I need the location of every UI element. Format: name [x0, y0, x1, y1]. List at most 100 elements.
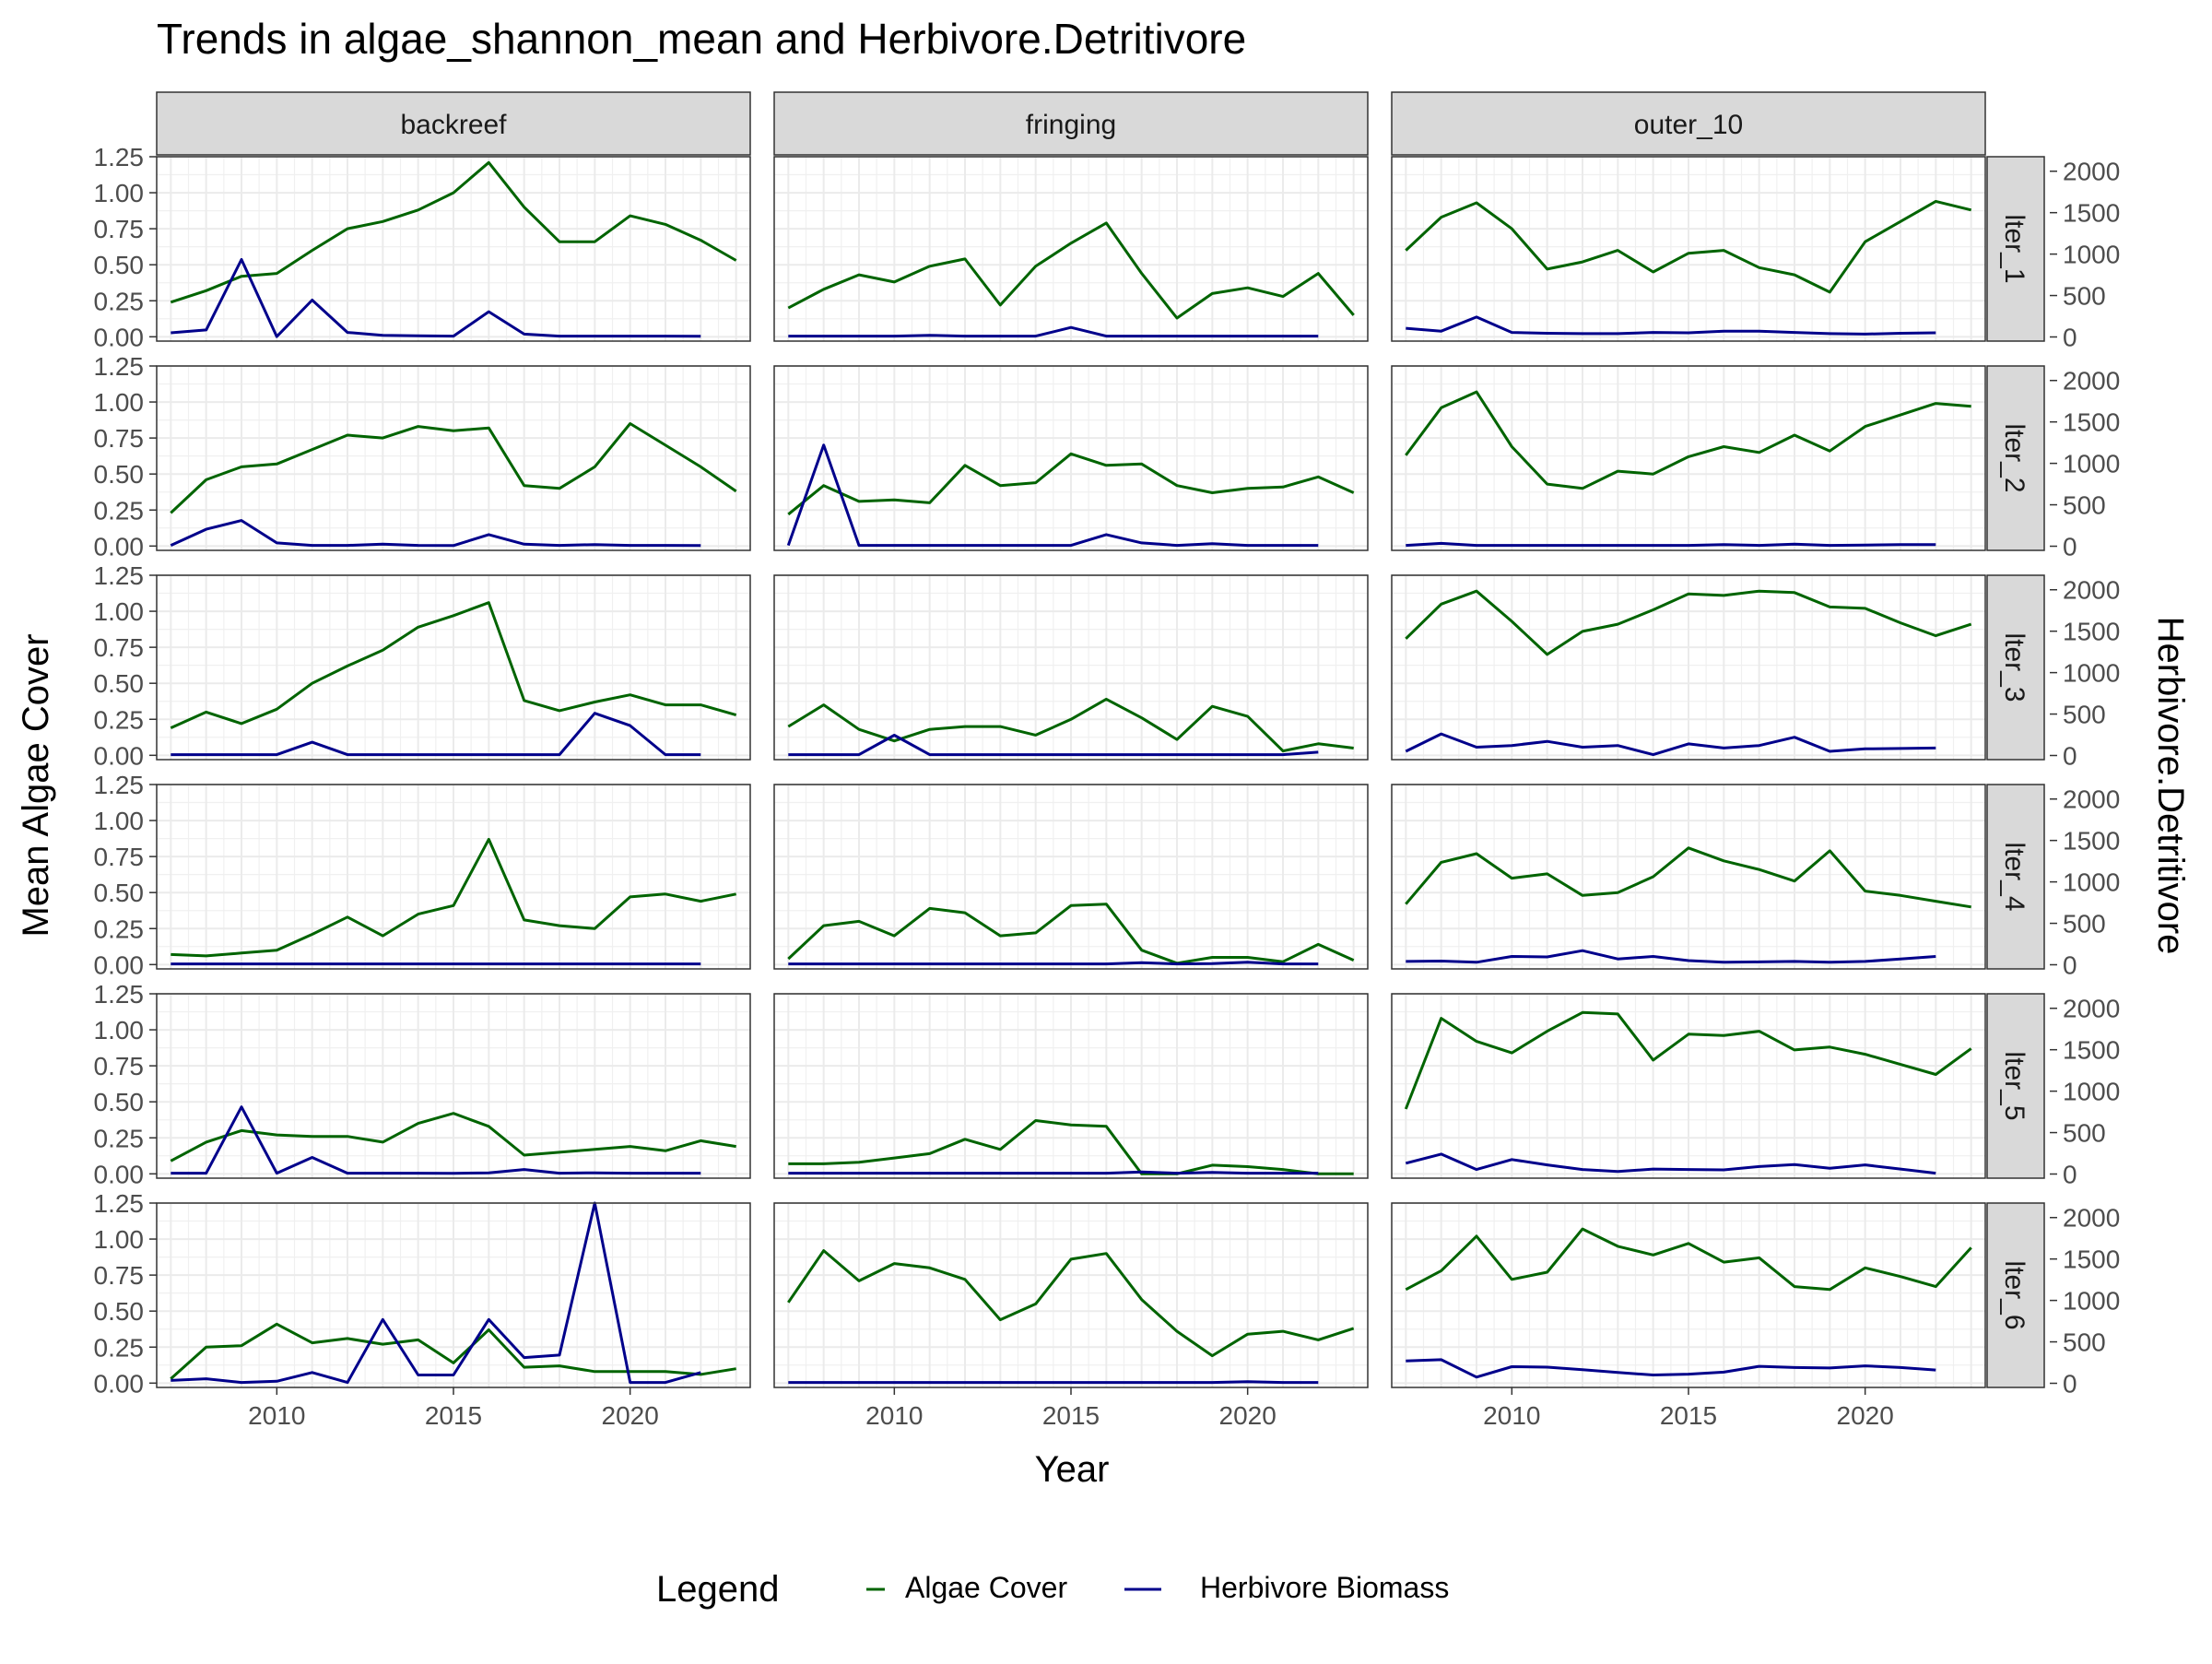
series-line-algae-cover [1405, 589, 1972, 656]
y2-tick-label: 1500 [2063, 618, 2120, 646]
y2-tick-label: 1000 [2063, 1078, 2120, 1106]
panel-border [1391, 993, 1986, 1179]
x-tick-label: 2015 [1042, 1401, 1100, 1430]
panel-fringing-lter_1 [773, 156, 1369, 342]
series-line-herbivore-biomass [788, 1170, 1319, 1175]
series-line-herbivore-biomass [1405, 732, 1936, 757]
series-line-algae-cover [1405, 846, 1971, 909]
y2-tick-label: 1000 [2063, 241, 2120, 269]
y2-tick-label: 500 [2063, 1328, 2106, 1357]
series-line-herbivore-biomass [171, 712, 701, 757]
y2-tick-label: 0 [2063, 533, 2077, 561]
y2-tick-label: 500 [2063, 491, 2106, 520]
row-strip-label-lter_4: lter_4 [1999, 842, 2030, 911]
row-strip-lter_5 [1986, 993, 2045, 1179]
y2-tick-label: 1000 [2063, 450, 2120, 478]
series-line-herbivore-biomass [170, 519, 701, 548]
x-axis-title: Year [1035, 1449, 1110, 1490]
series-line-algae-cover [170, 1322, 736, 1380]
panel-border [773, 993, 1369, 1179]
row-strip-lter_6 [1986, 1202, 2045, 1388]
y2-tick-label: 0 [2063, 324, 2077, 352]
y-tick-label: 1.25 [94, 980, 145, 1009]
y-tick-label: 0.25 [94, 496, 145, 525]
series-line-herbivore-biomass [171, 1105, 701, 1175]
y-tick-label: 0.00 [94, 1160, 145, 1188]
panel-border [1391, 784, 1986, 970]
y-tick-label: 1.25 [94, 352, 145, 381]
series-line-algae-cover [787, 697, 1354, 753]
y-tick-label: 1.00 [94, 1225, 145, 1254]
y-tick-label: 0.50 [94, 879, 145, 907]
panel-fringing-lter_6: 2010 2015 2020 [773, 1202, 1369, 1430]
y-tick-label: 0.00 [94, 1369, 145, 1398]
y2-tick-label: 2000 [2063, 158, 2120, 186]
y-tick-label: 0.50 [94, 251, 145, 279]
y-tick-label: 0.75 [94, 1261, 145, 1290]
y-axis-title: Mean Algae Cover [16, 633, 56, 937]
panel-border [1391, 365, 1986, 551]
panel-border [156, 365, 751, 551]
series-line-herbivore-biomass [788, 961, 1319, 966]
panel-outer_10-lter_2: 0 500 1000 1500 2000 [1391, 365, 2120, 561]
panel-border [773, 365, 1369, 551]
series-line-herbivore-biomass [1405, 1152, 1936, 1175]
y2-tick-label: 0 [2063, 1161, 2077, 1189]
x-tick-label: 2010 [865, 1401, 923, 1430]
chart-title: Trends in algae_shannon_mean and Herbivo… [157, 15, 1246, 63]
row-strip-label-lter_2: lter_2 [1999, 423, 2030, 492]
series-line-algae-cover [170, 422, 737, 514]
y2-tick-label: 2000 [2063, 576, 2120, 605]
series-line-algae-cover [170, 1112, 736, 1162]
panel-outer_10-lter_1: 0 500 1000 1500 2000 [1391, 156, 2120, 352]
y2-tick-label: 2000 [2063, 785, 2120, 814]
legend-title: Legend [656, 1569, 779, 1610]
y-tick-label: 0.50 [94, 669, 145, 698]
panel-outer_10-lter_4: 0 500 1000 1500 2000 [1391, 784, 2120, 980]
y-tick-label: 1.00 [94, 1016, 145, 1044]
series-line-algae-cover [171, 837, 736, 958]
y-tick-label: 0.50 [94, 460, 145, 489]
legend-label-algae-cover: Algae Cover [905, 1571, 1067, 1604]
x-tick-label: 2010 [248, 1401, 305, 1430]
panel-fringing-lter_3 [773, 574, 1369, 761]
series-line-algae-cover [788, 1119, 1354, 1175]
y2-tick-label: 1500 [2063, 408, 2120, 437]
series-line-herbivore-biomass [788, 325, 1319, 338]
panel-backreef-lter_1: 0.00 0.25 0.50 0.75 1.00 1.25 [94, 143, 751, 351]
series-line-algae-cover [1405, 1227, 1972, 1292]
series-line-algae-cover [1405, 390, 1971, 490]
row-strip-label-lter_3: lter_3 [1999, 632, 2030, 702]
panel-backreef-lter_4: 0.00 0.25 0.50 0.75 1.00 1.25 [94, 771, 751, 979]
y-tick-label: 1.25 [94, 561, 145, 590]
series-line-algae-cover [787, 221, 1355, 320]
panel-backreef-lter_3: 0.00 0.25 0.50 0.75 1.00 1.25 [94, 561, 751, 770]
panel-fringing-lter_5 [773, 993, 1369, 1179]
row-strip-label-lter_5: lter_5 [1999, 1051, 2030, 1120]
y-tick-label: 0.25 [94, 287, 145, 315]
panel-border [773, 156, 1369, 342]
y-tick-label: 0.75 [94, 633, 145, 662]
y-tick-label: 0.75 [94, 843, 145, 871]
facet-strip-outer_10 [1391, 91, 1986, 156]
row-strip-lter_2 [1986, 365, 2045, 551]
series-line-herbivore-biomass [171, 258, 701, 338]
series-line-herbivore-biomass [1406, 949, 1936, 964]
facet-strip-label-fringing: fringing [1026, 110, 1116, 140]
y2-tick-label: 500 [2063, 1119, 2106, 1148]
series-line-algae-cover [1405, 199, 1972, 294]
y-tick-label: 0.25 [94, 1124, 145, 1152]
y2-tick-label: 1500 [2063, 1036, 2120, 1065]
series-line-algae-cover [787, 452, 1355, 516]
y2-tick-label: 1000 [2063, 1287, 2120, 1316]
y-tick-label: 0.00 [94, 323, 145, 351]
panel-backreef-lter_6: 0.00 0.25 0.50 0.75 1.00 1.25 2010 2015 2020 [94, 1189, 751, 1430]
y2-tick-label: 0 [2063, 742, 2077, 771]
row-strip-label-lter_6: lter_6 [1999, 1260, 2030, 1329]
facet-strip-label-backreef: backreef [400, 110, 507, 140]
panel-outer_10-lter_6: 0 500 1000 1500 2000 2010 2015 2020 [1391, 1202, 2120, 1430]
y2-tick-label: 1000 [2063, 868, 2120, 897]
y2-tick-label: 2000 [2063, 995, 2120, 1023]
y-tick-label: 0.00 [94, 950, 145, 979]
